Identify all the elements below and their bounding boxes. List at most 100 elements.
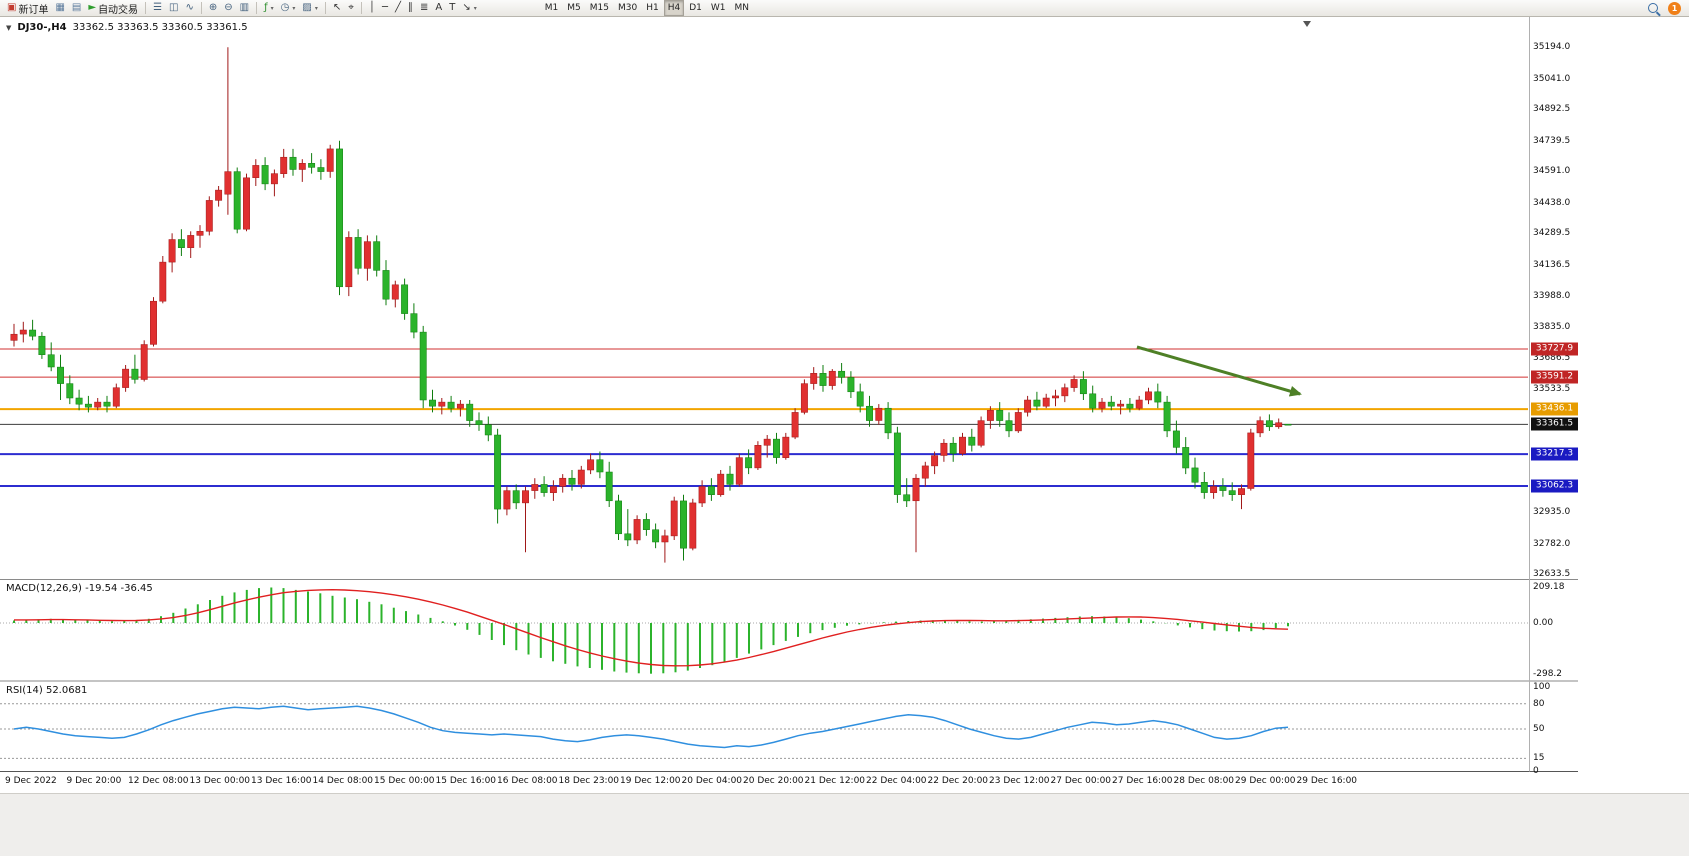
- timeframe-m15-button[interactable]: M15: [589, 3, 609, 13]
- candles-layer: [10, 47, 1292, 563]
- price-tick: 34739.5: [1533, 135, 1571, 146]
- rsi-panel: [0, 703, 1528, 759]
- profiles-button[interactable]: ▤: [69, 0, 84, 17]
- cursor-icon: ↖: [332, 2, 342, 13]
- fibonacci-icon: ≣: [420, 2, 429, 13]
- profiles-icon: ▤: [71, 2, 82, 13]
- ohlc-values: 33362.5 33363.5 33360.5 33361.5: [72, 22, 248, 33]
- price-tick: 35194.0: [1533, 42, 1571, 53]
- notification-badge[interactable]: 1: [1668, 1, 1681, 15]
- panel-frames: [0, 17, 1578, 772]
- chart-windows-icon: ▦: [55, 2, 65, 13]
- date-label: 29 Dec 16:00: [1296, 776, 1358, 786]
- price-tick: 34892.5: [1533, 104, 1571, 115]
- date-label: 22 Dec 04:00: [866, 776, 927, 786]
- date-label: 20 Dec 20:00: [743, 776, 804, 786]
- bar-chart-icon: ☰: [153, 2, 163, 13]
- new-order-icon: ▣: [7, 2, 17, 13]
- new-order-button[interactable]: ▣ 新订单: [4, 0, 51, 17]
- date-label: 13 Dec 16:00: [251, 776, 312, 786]
- periods-button[interactable]: ◷ ▾: [278, 0, 299, 17]
- candlestick-chart-button[interactable]: ◫: [166, 0, 181, 17]
- bar-chart-button[interactable]: ☰: [150, 0, 165, 17]
- date-label: 19 Dec 12:00: [620, 776, 681, 786]
- templates-button[interactable]: ▨ ▾: [299, 0, 320, 17]
- horizontal-line-button[interactable]: ─: [379, 0, 391, 17]
- toolbar-separator: [360, 2, 362, 14]
- date-label: 9 Dec 2022: [5, 776, 57, 786]
- toolbar-separator: [145, 2, 147, 14]
- text-icon: A: [435, 2, 443, 13]
- date-label: 14 Dec 08:00: [312, 776, 374, 786]
- price-tick: 33686.5: [1533, 352, 1571, 363]
- search-button[interactable]: [1645, 0, 1661, 17]
- macd-tick: -298.2: [1533, 668, 1563, 679]
- line-chart-button[interactable]: ∿: [182, 0, 196, 17]
- fibonacci-button[interactable]: ≣: [417, 0, 431, 17]
- price-tick: 33835.0: [1533, 322, 1571, 332]
- trendline-icon: ╱: [394, 2, 401, 13]
- chart-windows-button[interactable]: ▦: [52, 0, 67, 17]
- price-level-lines: [0, 348, 1528, 487]
- timeframe-d1-button[interactable]: D1: [689, 3, 702, 13]
- templates-icon: ▨: [302, 2, 312, 13]
- rsi-label: RSI(14) 52.0681: [6, 685, 88, 696]
- arrows-button[interactable]: ↘ ▾: [459, 0, 479, 17]
- timeframe-m30-button[interactable]: M30: [617, 3, 638, 13]
- date-label: 21 Dec 12:00: [804, 776, 866, 786]
- search-icon: [1648, 3, 1658, 13]
- vertical-line-icon: │: [368, 2, 375, 13]
- indicators-dropdown-icon: ▾: [270, 4, 274, 12]
- text-button[interactable]: A: [432, 0, 445, 17]
- price-level-box: 33591.2: [1531, 370, 1578, 384]
- equidistant-channel-button[interactable]: ∥: [405, 0, 416, 17]
- rsi-tick: 100: [1533, 682, 1551, 692]
- timeframe-m1-button[interactable]: M1: [544, 3, 559, 13]
- arrows-dropdown-icon: ▾: [473, 4, 477, 12]
- vertical-line-button[interactable]: │: [366, 0, 378, 17]
- collapse-chart-icon[interactable]: ▼: [6, 23, 12, 32]
- macd-tick: 209.18: [1533, 582, 1565, 593]
- trend-arrow[interactable]: [1136, 345, 1302, 397]
- timeframe-m5-button[interactable]: M5: [567, 3, 581, 13]
- date-label: 18 Dec 23:00: [558, 776, 620, 786]
- timeframe-group: M1 M5 M15 M30 H1 H4 D1 W1 MN: [541, 0, 753, 16]
- date-label: 15 Dec 00:00: [374, 776, 435, 786]
- toolbar-right-group: 1: [1645, 0, 1685, 17]
- date-label: 13 Dec 00:00: [189, 776, 251, 786]
- text-label-button[interactable]: T: [446, 0, 458, 17]
- date-label: 27 Dec 16:00: [1112, 776, 1173, 786]
- auto-trading-button[interactable]: ► 自动交易: [85, 0, 141, 17]
- macd-panel: [0, 587, 1528, 674]
- date-label: 22 Dec 20:00: [927, 776, 989, 786]
- price-tick: 34289.5: [1533, 228, 1571, 239]
- rsi-tick: 80: [1533, 698, 1545, 709]
- price-tick: 32782.0: [1533, 538, 1571, 549]
- new-order-label: 新订单: [18, 4, 49, 16]
- tile-windows-icon: ▥: [239, 2, 250, 13]
- horizontal-line-icon: ─: [381, 2, 388, 13]
- price-tick: 33533.5: [1533, 384, 1571, 394]
- candlestick-chart-icon: ◫: [169, 2, 179, 13]
- indicators-button[interactable]: ƒ ▾: [261, 0, 277, 17]
- price-tick: 35041.0: [1533, 73, 1571, 84]
- symbol-period-label: DJ30-,H4: [17, 22, 67, 33]
- crosshair-button[interactable]: ⌖: [345, 0, 357, 17]
- timeframe-w1-button[interactable]: W1: [710, 3, 726, 13]
- timeframe-h4-button[interactable]: H4: [663, 0, 685, 16]
- trendline-button[interactable]: ╱: [392, 0, 404, 17]
- cursor-button[interactable]: ↖: [330, 0, 344, 17]
- tile-windows-button[interactable]: ▥: [237, 0, 252, 17]
- zoom-in-icon: ⊕: [208, 2, 218, 13]
- price-level-box: 33062.3: [1531, 479, 1578, 493]
- timeframe-h1-button[interactable]: H1: [646, 3, 659, 13]
- chart-shift-marker: [1303, 21, 1311, 27]
- zoom-in-button[interactable]: ⊕: [206, 0, 220, 17]
- price-tick: 33988.0: [1533, 290, 1571, 301]
- templates-dropdown-icon: ▾: [314, 4, 318, 12]
- price-tick: 34591.0: [1533, 166, 1571, 177]
- timeframe-mn-button[interactable]: MN: [734, 3, 749, 13]
- zoom-out-button[interactable]: ⊖: [221, 0, 235, 17]
